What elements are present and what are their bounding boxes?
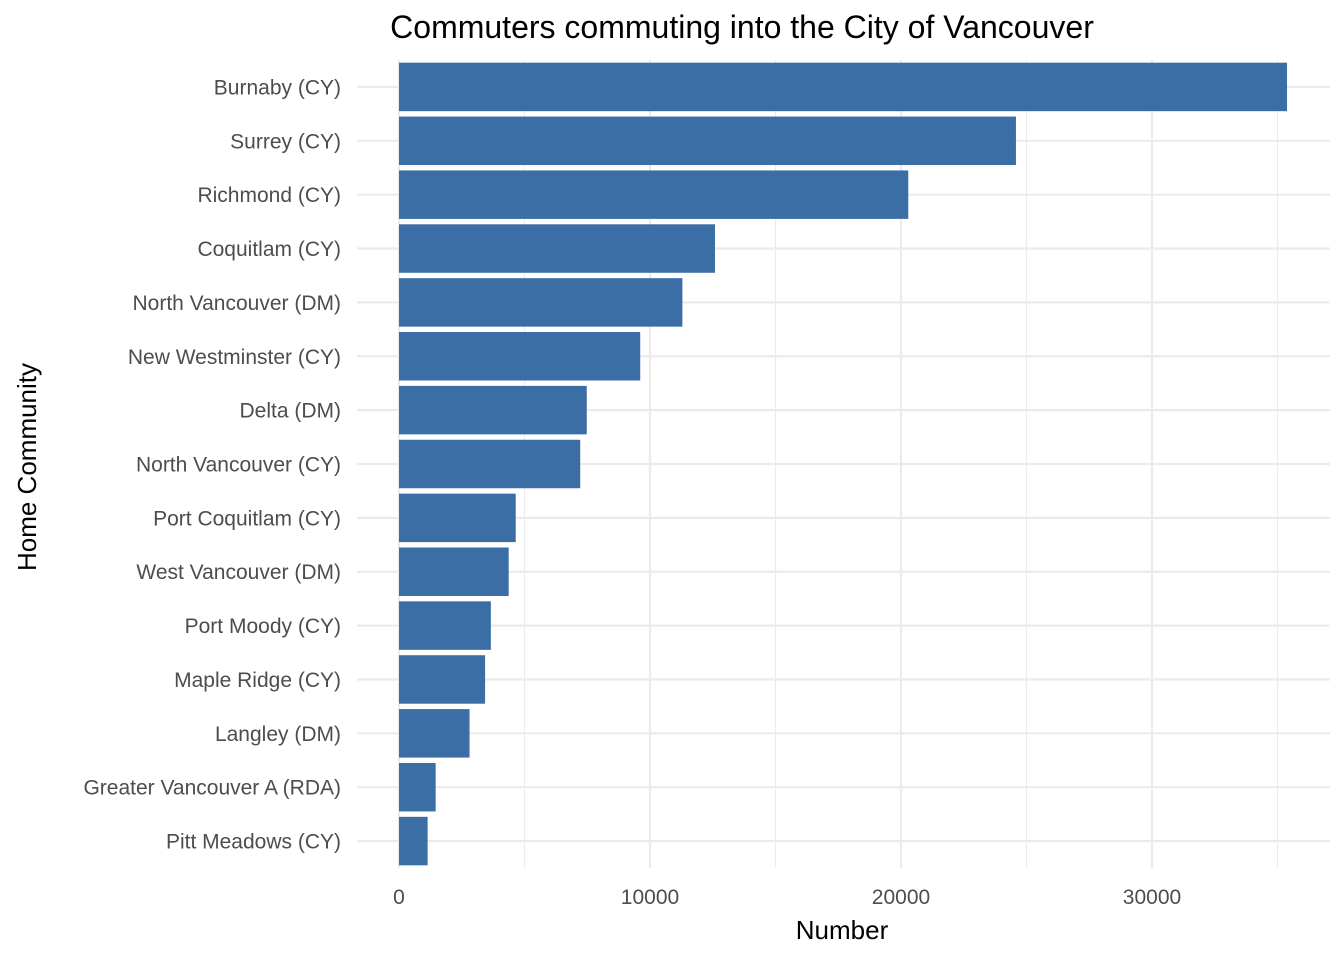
bar <box>399 816 428 866</box>
bar <box>399 170 909 219</box>
y-tick-label: West Vancouver (DM) <box>136 561 341 584</box>
y-axis-title: Home Community <box>12 363 42 571</box>
y-tick-label: Port Moody (CY) <box>185 615 341 638</box>
bar <box>399 278 683 327</box>
y-tick-label: Burnaby (CY) <box>214 76 341 99</box>
y-tick-label: Coquitlam (CY) <box>197 238 341 261</box>
x-tick-label: 0 <box>393 886 405 909</box>
bar <box>399 547 509 596</box>
y-tick-label: Pitt Meadows (CY) <box>166 831 341 854</box>
bars <box>399 62 1288 866</box>
y-tick-label: North Vancouver (DM) <box>132 292 341 315</box>
bar <box>399 762 436 812</box>
y-tick-label: Greater Vancouver A (RDA) <box>83 777 341 800</box>
x-tick-label: 20000 <box>872 886 930 909</box>
x-tick-label: 30000 <box>1123 886 1181 909</box>
y-tick-label: Maple Ridge (CY) <box>174 669 341 692</box>
y-tick-label: Delta (DM) <box>239 400 341 423</box>
bar <box>399 601 491 650</box>
chart-title: Commuters commuting into the City of Van… <box>390 9 1094 45</box>
y-tick-label: Richmond (CY) <box>197 184 341 207</box>
y-tick-label: North Vancouver (CY) <box>136 454 341 477</box>
x-axis-tick-labels: 0 10000 20000 30000 <box>393 886 1181 909</box>
y-tick-label: Surrey (CY) <box>230 130 341 153</box>
bar <box>399 224 716 273</box>
bar <box>399 493 516 543</box>
y-axis-tick-labels: Burnaby (CY) Surrey (CY) Richmond (CY) Coqu… <box>83 76 341 853</box>
bar <box>399 709 470 758</box>
bar <box>399 116 1016 166</box>
bar <box>399 332 641 381</box>
bar <box>399 439 581 489</box>
x-tick-label: 10000 <box>621 886 679 909</box>
y-tick-label: Langley (DM) <box>215 723 341 746</box>
bar <box>399 655 486 704</box>
y-tick-label: New Westminster (CY) <box>128 346 341 369</box>
x-axis-title: Number <box>796 915 889 945</box>
bar <box>399 385 587 435</box>
bar <box>399 62 1288 112</box>
y-tick-label: Port Coquitlam (CY) <box>153 507 341 530</box>
